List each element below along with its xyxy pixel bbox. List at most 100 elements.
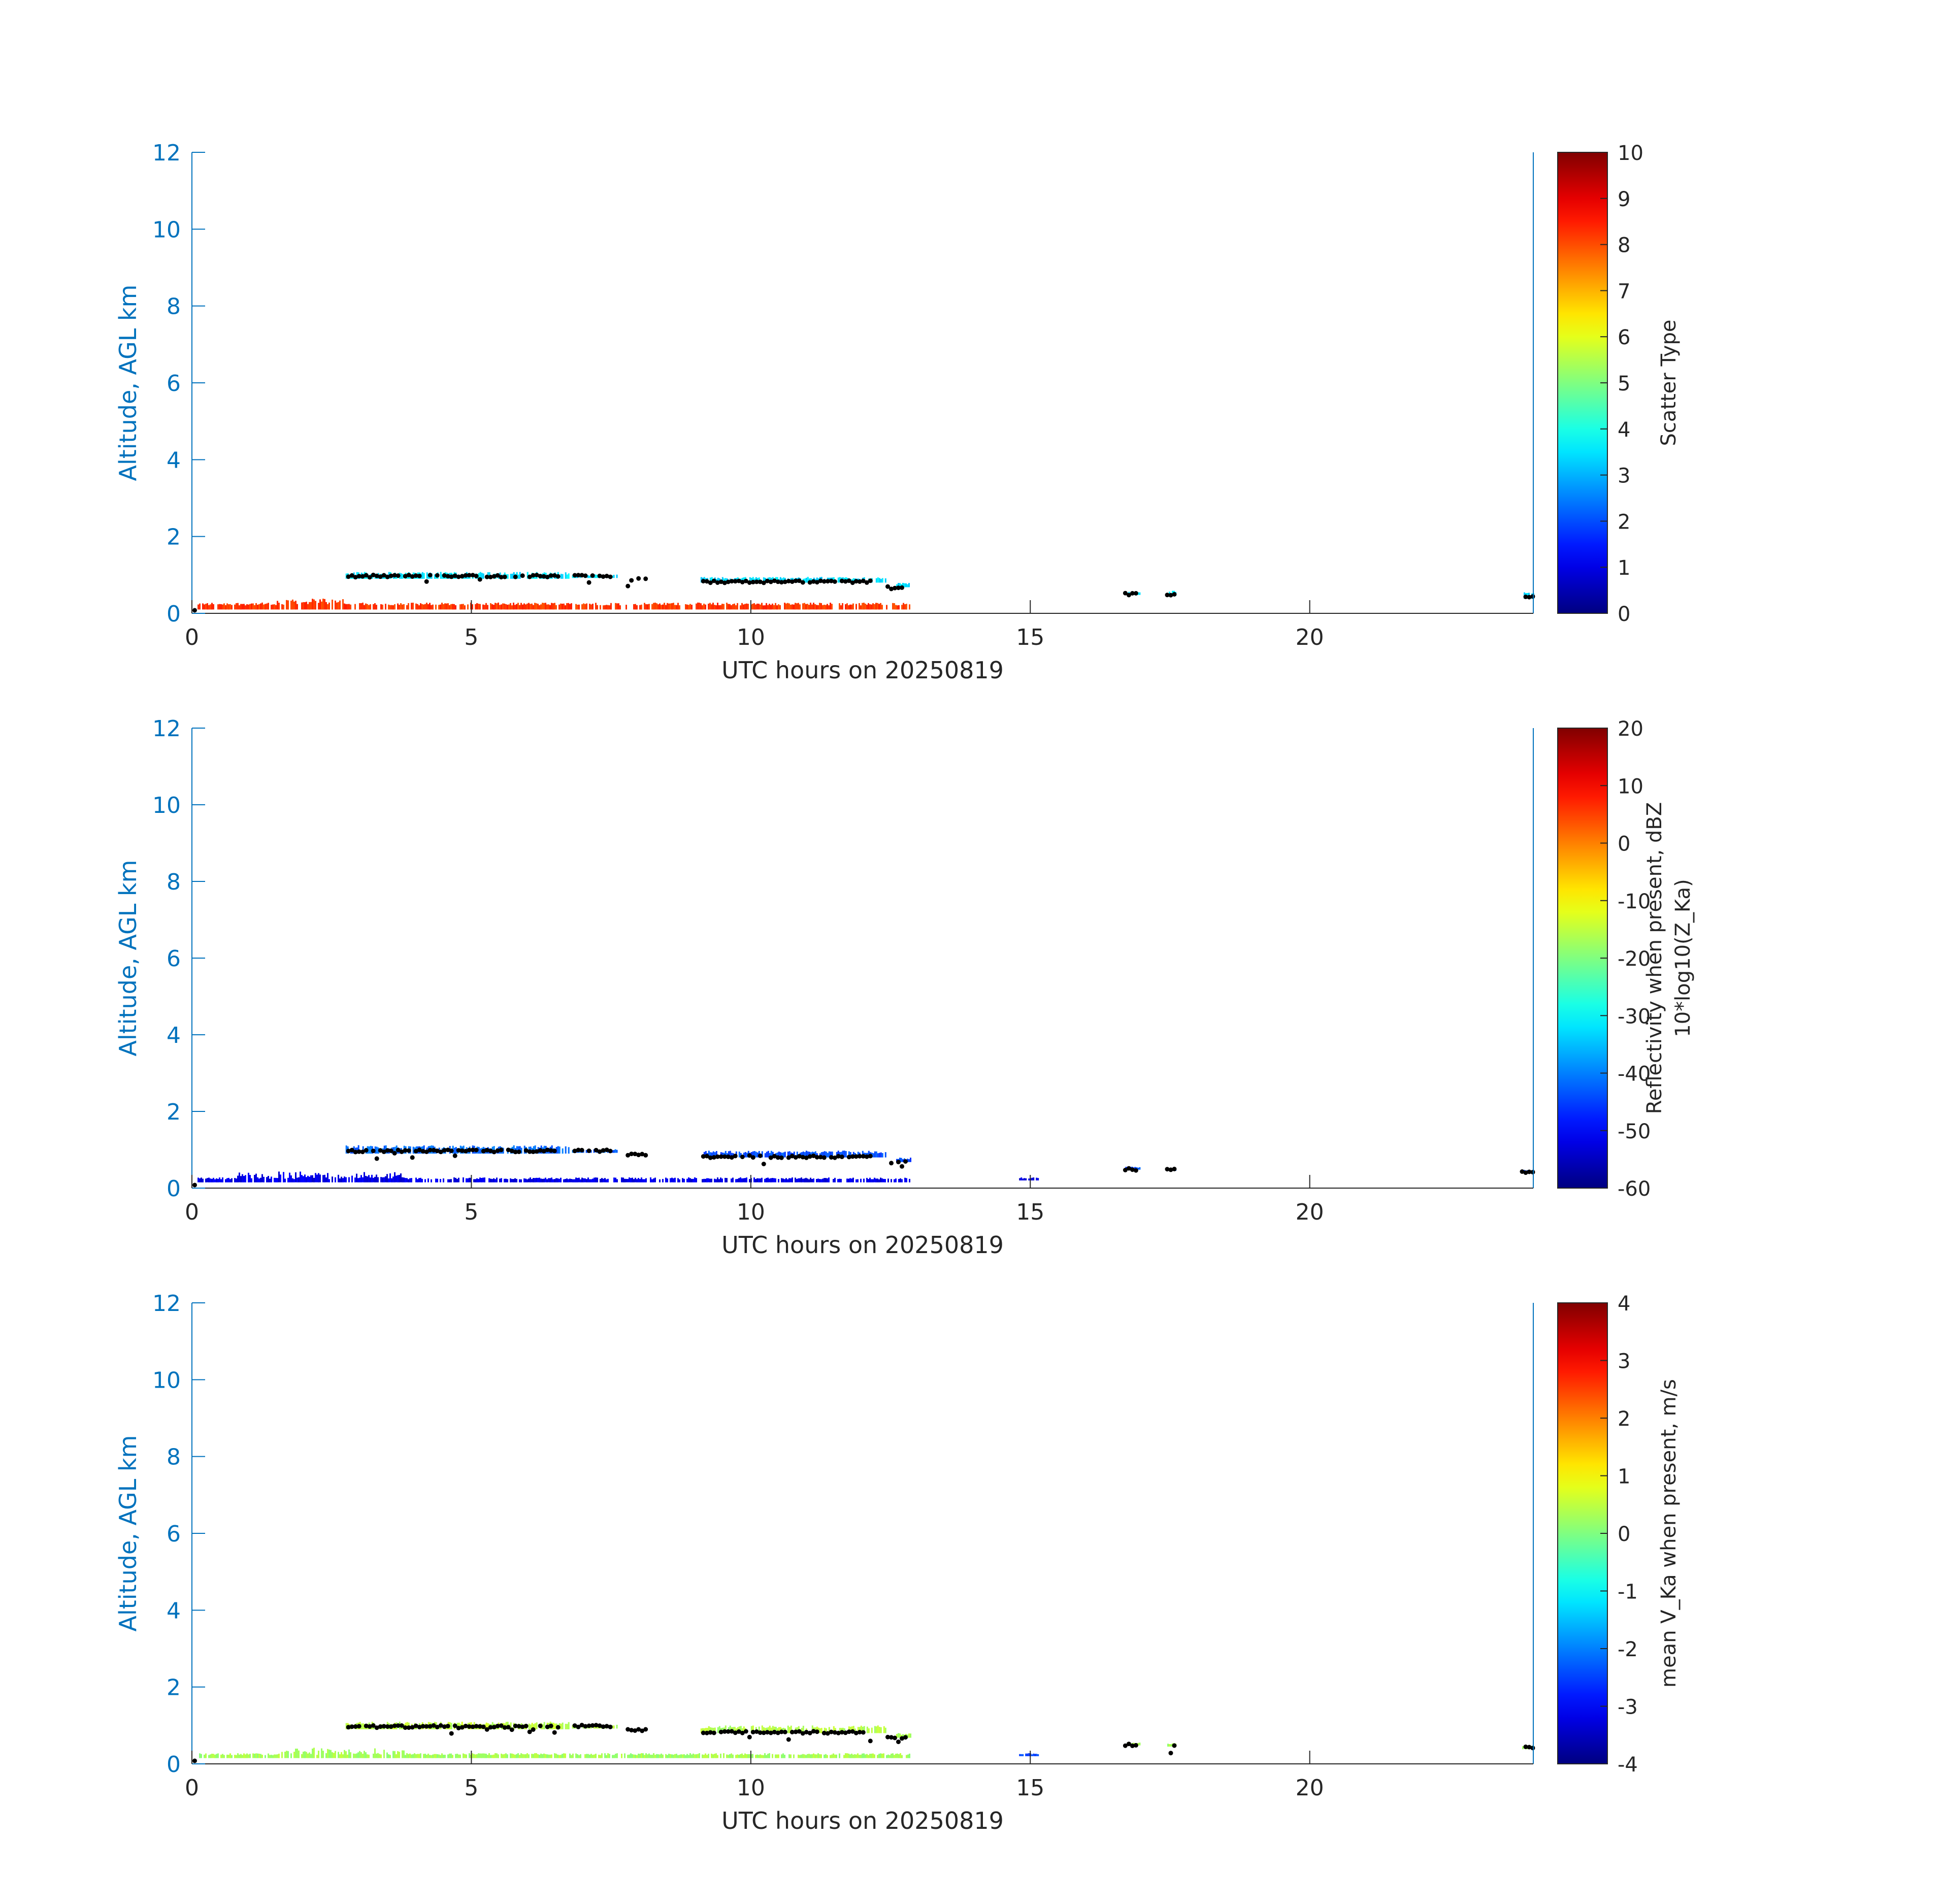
- data-column: [590, 604, 592, 610]
- cloud-base-point: [1130, 1167, 1135, 1172]
- data-column: [347, 1754, 348, 1758]
- colorbar-label: mean V_Ka when present, m/s: [1657, 1379, 1681, 1688]
- data-column: [807, 1754, 808, 1758]
- data-column: [581, 1177, 583, 1183]
- data-column: [523, 603, 525, 610]
- data-column: [767, 1754, 769, 1758]
- data-column: [562, 1754, 563, 1758]
- data-column: [511, 605, 513, 610]
- data-column: [463, 1177, 464, 1183]
- data-column: [199, 603, 201, 610]
- data-column: [600, 605, 601, 610]
- data-column: [760, 1178, 761, 1183]
- data-column: [562, 574, 564, 579]
- cloud-base-point: [586, 580, 591, 585]
- cloud-base-point: [889, 1161, 894, 1166]
- data-column: [883, 1726, 885, 1733]
- data-column: [333, 1753, 335, 1758]
- data-column: [394, 1146, 396, 1154]
- cloud-base-point: [797, 1154, 802, 1159]
- data-column: [431, 1179, 432, 1183]
- data-column: [431, 1755, 432, 1758]
- data-column: [595, 1177, 597, 1183]
- cloud-base-point: [629, 1728, 634, 1733]
- data-column: [569, 604, 571, 610]
- cloud-base-point: [506, 1147, 511, 1153]
- data-column: [207, 1178, 208, 1183]
- data-column: [846, 603, 848, 610]
- cloud-base-point: [385, 574, 390, 579]
- cloud-base-point: [836, 1154, 841, 1159]
- y-tick-label: 10: [152, 217, 181, 243]
- cloud-base-point: [800, 1155, 805, 1160]
- cloud-base-point: [903, 1159, 908, 1164]
- data-column: [220, 604, 222, 610]
- cloud-base-point: [364, 573, 369, 578]
- cloud-base-point: [509, 1148, 514, 1154]
- data-column: [450, 604, 452, 610]
- data-column: [801, 1754, 802, 1758]
- data-column: [639, 1754, 641, 1758]
- data-column: [498, 1754, 499, 1758]
- cloud-base-point: [463, 1148, 468, 1154]
- cloud-base-point: [360, 574, 365, 579]
- data-column: [411, 1178, 412, 1183]
- cloud-base-point: [417, 1147, 422, 1153]
- data-column: [871, 1753, 872, 1758]
- data-column: [397, 603, 399, 610]
- data-column: [325, 1177, 327, 1183]
- data-column: [883, 1753, 884, 1758]
- colorbar-tick-label: 4: [1618, 1292, 1630, 1316]
- data-column: [788, 603, 790, 610]
- data-column: [533, 1754, 534, 1758]
- data-column: [1036, 1754, 1038, 1756]
- data-column: [405, 1178, 406, 1183]
- cloud-base-point: [538, 574, 543, 579]
- data-column: [743, 1726, 745, 1733]
- data-column: [432, 604, 434, 610]
- data-column: [255, 603, 257, 610]
- data-column: [303, 1176, 304, 1183]
- data-column: [863, 1753, 865, 1758]
- data-column: [595, 603, 597, 610]
- data-column: [901, 1158, 902, 1162]
- data-column: [373, 1753, 374, 1758]
- data-column: [376, 1174, 377, 1183]
- data-column: [292, 599, 293, 610]
- data-column: [364, 1751, 365, 1758]
- data-column: [496, 1753, 498, 1758]
- data-column: [827, 1178, 828, 1183]
- data-column: [499, 1178, 501, 1183]
- data-column: [878, 1754, 880, 1758]
- data-column: [295, 601, 297, 610]
- cloud-base-point: [800, 1731, 805, 1736]
- data-column: [726, 1754, 728, 1758]
- data-column: [685, 604, 686, 610]
- data-column: [700, 1728, 702, 1733]
- data-column: [677, 1755, 679, 1758]
- data-column: [399, 605, 400, 610]
- data-column: [406, 1178, 408, 1183]
- data-column: [268, 1176, 269, 1183]
- data-column: [258, 604, 260, 610]
- data-column: [222, 604, 223, 610]
- data-column: [374, 1748, 376, 1758]
- data-column: [711, 1727, 713, 1733]
- data-column: [380, 1754, 382, 1758]
- x-tick-label: 15: [1016, 1775, 1044, 1801]
- data-column: [644, 1755, 645, 1758]
- data-column: [878, 1153, 880, 1158]
- data-column: [908, 1159, 910, 1162]
- cloud-base-point: [708, 1730, 713, 1735]
- data-column: [711, 604, 712, 610]
- data-column: [408, 1754, 409, 1758]
- data-column: [584, 604, 586, 610]
- data-column: [399, 1752, 400, 1758]
- data-column: [324, 599, 325, 610]
- cloud-base-point: [846, 1155, 851, 1160]
- data-column: [411, 603, 412, 610]
- data-column: [714, 605, 715, 610]
- data-column: [761, 1177, 763, 1183]
- data-column: [738, 1152, 740, 1158]
- cloud-base-point: [704, 1154, 709, 1159]
